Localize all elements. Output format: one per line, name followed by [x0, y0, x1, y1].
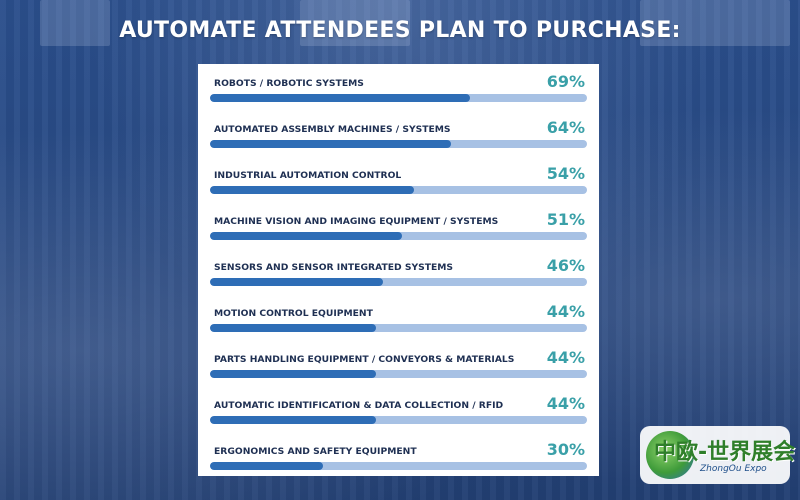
- bar: [210, 94, 471, 102]
- bar-track: [210, 462, 587, 470]
- bar-row: MOTION CONTROL EQUIPMENT 44%: [210, 300, 587, 338]
- logo-chinese-text: 中欧-世界展会: [654, 440, 796, 465]
- bar: [210, 186, 414, 194]
- bar-track: [210, 94, 587, 102]
- bar-row: AUTOMATIC IDENTIFICATION & DATA COLLECTI…: [210, 392, 587, 430]
- category-label: ROBOTS / ROBOTIC SYSTEMS: [214, 78, 364, 89]
- globe-icon: [646, 431, 694, 479]
- category-label: MACHINE VISION AND IMAGING EQUIPMENT / S…: [214, 216, 499, 227]
- chart-title: AUTOMATE ATTENDEES PLAN TO PURCHASE:: [119, 18, 681, 43]
- bar-row: PARTS HANDLING EQUIPMENT / CONVEYORS & M…: [210, 346, 587, 384]
- category-label: MOTION CONTROL EQUIPMENT: [214, 308, 373, 319]
- value-label: 44%: [546, 302, 585, 321]
- bar: [210, 232, 403, 240]
- background-sign: [300, 0, 410, 46]
- background-sign: [40, 0, 110, 46]
- bar: [210, 370, 376, 378]
- value-label: 44%: [546, 394, 585, 413]
- background-sign: [640, 0, 790, 46]
- category-label: INDUSTRIAL AUTOMATION CONTROL: [214, 170, 402, 181]
- bar-track: [210, 278, 587, 286]
- bar-track: [210, 416, 587, 424]
- value-label: 54%: [546, 164, 585, 183]
- bar-row: ROBOTS / ROBOTIC SYSTEMS 69%: [210, 70, 587, 108]
- bar: [210, 278, 384, 286]
- bar-track: [210, 232, 587, 240]
- logo-english-text: ZhongOu Expo: [700, 464, 767, 474]
- chart-panel: ROBOTS / ROBOTIC SYSTEMS 69% AUTOMATED ASS…: [198, 64, 599, 476]
- bar: [210, 416, 376, 424]
- bar-row: MACHINE VISION AND IMAGING EQUIPMENT / S…: [210, 208, 587, 246]
- category-label: ERGONOMICS AND SAFETY EQUIPMENT: [214, 446, 417, 457]
- category-label: SENSORS AND SENSOR INTEGRATED SYSTEMS: [214, 262, 454, 273]
- expo-logo: 中欧-世界展会 ZhongOu Expo: [640, 426, 795, 484]
- value-label: 46%: [546, 256, 585, 275]
- value-label: 44%: [546, 348, 585, 367]
- bar-row: INDUSTRIAL AUTOMATION CONTROL 54%: [210, 162, 587, 200]
- value-label: 51%: [546, 210, 585, 229]
- bar: [210, 324, 376, 332]
- bar-row: SENSORS AND SENSOR INTEGRATED SYSTEMS 46%: [210, 254, 587, 292]
- bar: [210, 462, 324, 470]
- value-label: 69%: [546, 72, 585, 91]
- category-label: AUTOMATED ASSEMBLY MACHINES / SYSTEMS: [214, 124, 451, 135]
- bar-track: [210, 324, 587, 332]
- category-label: AUTOMATIC IDENTIFICATION & DATA COLLECTI…: [214, 400, 504, 411]
- bar: [210, 140, 452, 148]
- value-label: 30%: [546, 440, 585, 459]
- value-label: 64%: [546, 118, 585, 137]
- bar-track: [210, 140, 587, 148]
- bar-track: [210, 186, 587, 194]
- bar-row: ERGONOMICS AND SAFETY EQUIPMENT 30%: [210, 438, 587, 476]
- bar-track: [210, 370, 587, 378]
- bar-row: AUTOMATED ASSEMBLY MACHINES / SYSTEMS 64%: [210, 116, 587, 154]
- category-label: PARTS HANDLING EQUIPMENT / CONVEYORS & M…: [214, 354, 515, 365]
